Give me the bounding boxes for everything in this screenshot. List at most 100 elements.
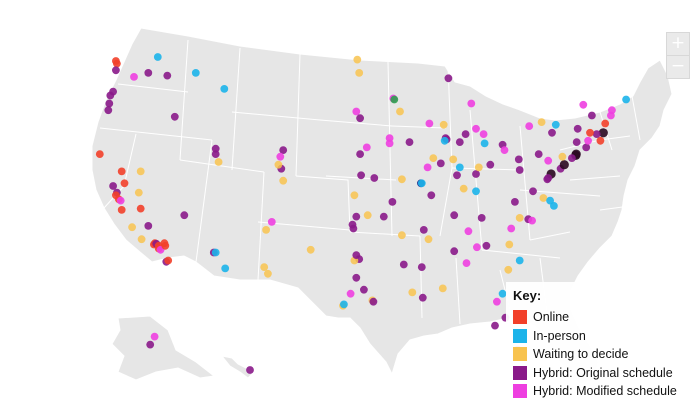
school-marker[interactable] — [544, 174, 553, 182]
school-marker[interactable] — [507, 224, 516, 233]
school-marker[interactable] — [515, 256, 524, 265]
school-marker[interactable] — [462, 259, 471, 267]
school-marker[interactable] — [136, 204, 145, 213]
school-marker[interactable] — [439, 120, 448, 129]
school-marker[interactable] — [455, 163, 464, 172]
school-marker[interactable] — [596, 136, 605, 145]
school-marker[interactable] — [398, 231, 406, 240]
school-marker[interactable] — [106, 91, 115, 100]
school-marker[interactable] — [444, 74, 453, 83]
school-marker[interactable] — [163, 71, 172, 80]
school-marker[interactable] — [211, 144, 220, 153]
school-marker[interactable] — [425, 119, 434, 128]
school-marker[interactable] — [117, 206, 126, 214]
school-marker[interactable] — [539, 194, 548, 202]
school-marker[interactable] — [551, 120, 560, 129]
school-marker[interactable] — [246, 366, 254, 374]
school-marker[interactable] — [472, 187, 480, 196]
school-marker[interactable] — [264, 269, 272, 278]
school-marker[interactable] — [429, 154, 438, 163]
school-marker[interactable] — [584, 136, 592, 145]
school-marker[interactable] — [427, 191, 436, 200]
school-marker[interactable] — [144, 222, 153, 230]
school-marker[interactable] — [352, 212, 361, 221]
school-marker[interactable] — [464, 227, 473, 236]
school-marker[interactable] — [105, 99, 114, 108]
school-marker[interactable] — [546, 196, 554, 205]
zoom-in-button[interactable]: + — [666, 32, 690, 56]
school-marker[interactable] — [450, 211, 459, 220]
school-marker[interactable] — [449, 155, 458, 164]
school-marker[interactable] — [500, 146, 509, 155]
school-marker[interactable] — [279, 146, 288, 155]
school-marker[interactable] — [586, 128, 594, 137]
school-marker[interactable] — [461, 130, 470, 139]
school-marker[interactable] — [568, 154, 576, 163]
school-marker[interactable] — [144, 69, 153, 77]
school-marker[interactable] — [588, 111, 596, 120]
school-marker[interactable] — [498, 289, 507, 298]
school-marker[interactable] — [525, 122, 534, 130]
school-marker[interactable] — [161, 241, 170, 250]
school-marker[interactable] — [279, 176, 288, 185]
school-marker[interactable] — [472, 124, 480, 133]
school-marker[interactable] — [548, 128, 556, 137]
school-marker[interactable] — [274, 160, 283, 169]
school-marker[interactable] — [276, 152, 285, 161]
school-marker[interactable] — [474, 163, 483, 172]
zoom-out-button[interactable]: − — [666, 55, 690, 79]
school-marker[interactable] — [379, 212, 388, 221]
school-marker[interactable] — [211, 248, 220, 257]
school-marker[interactable] — [482, 241, 491, 250]
school-marker[interactable] — [491, 321, 499, 330]
school-marker[interactable] — [348, 220, 357, 229]
school-marker[interactable] — [467, 99, 476, 108]
school-marker[interactable] — [573, 124, 582, 133]
school-marker[interactable] — [607, 111, 615, 120]
school-marker[interactable] — [164, 256, 173, 265]
school-marker[interactable] — [405, 138, 414, 147]
school-marker[interactable] — [306, 245, 315, 254]
school-marker[interactable] — [112, 66, 120, 75]
school-marker[interactable] — [350, 191, 359, 200]
school-marker[interactable] — [514, 155, 523, 164]
school-marker[interactable] — [356, 114, 364, 123]
school-marker[interactable] — [357, 171, 365, 180]
school-marker[interactable] — [592, 130, 601, 139]
school-marker[interactable] — [572, 138, 581, 147]
school-marker[interactable] — [128, 223, 137, 232]
school-marker[interactable] — [423, 163, 432, 172]
school-marker[interactable] — [480, 139, 489, 148]
school-marker[interactable] — [477, 214, 486, 222]
school-marker[interactable] — [436, 159, 445, 168]
school-marker[interactable] — [340, 300, 348, 309]
school-marker[interactable] — [419, 226, 428, 234]
school-marker[interactable] — [558, 152, 567, 161]
school-marker[interactable] — [453, 171, 461, 180]
school-marker[interactable] — [363, 211, 372, 220]
school-marker[interactable] — [582, 143, 591, 152]
school-marker[interactable] — [388, 198, 397, 206]
school-marker[interactable] — [390, 95, 399, 104]
school-marker[interactable] — [559, 160, 569, 170]
school-marker[interactable] — [352, 107, 361, 116]
school-marker[interactable] — [440, 136, 449, 145]
school-marker[interactable] — [511, 198, 519, 206]
school-marker[interactable] — [450, 247, 459, 256]
school-marker[interactable] — [355, 69, 364, 77]
school-marker[interactable] — [505, 240, 514, 249]
school-marker[interactable] — [116, 196, 125, 205]
school-marker[interactable] — [417, 263, 426, 271]
school-marker[interactable] — [529, 187, 537, 196]
school-marker[interactable] — [120, 179, 129, 188]
school-marker[interactable] — [109, 182, 117, 190]
school-marker[interactable] — [455, 138, 464, 147]
school-marker[interactable] — [534, 150, 543, 159]
school-marker[interactable] — [136, 167, 145, 176]
school-marker[interactable] — [146, 340, 155, 349]
school-marker[interactable] — [369, 297, 378, 306]
school-marker[interactable] — [515, 214, 524, 222]
school-marker[interactable] — [601, 119, 610, 128]
school-marker[interactable] — [214, 158, 223, 166]
